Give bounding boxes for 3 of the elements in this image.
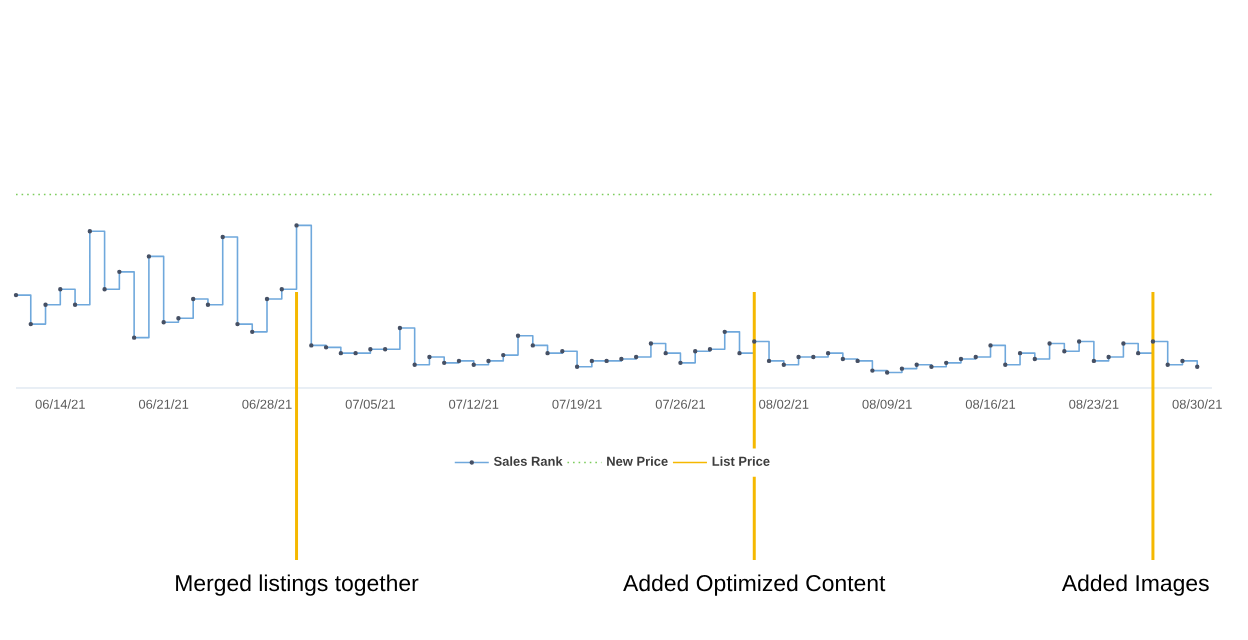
ref-line-label: Added Images xyxy=(1061,574,1209,596)
ref-line-label: Added Optimized Content xyxy=(623,574,886,596)
ref-line-label: Merged listings together xyxy=(176,574,419,596)
